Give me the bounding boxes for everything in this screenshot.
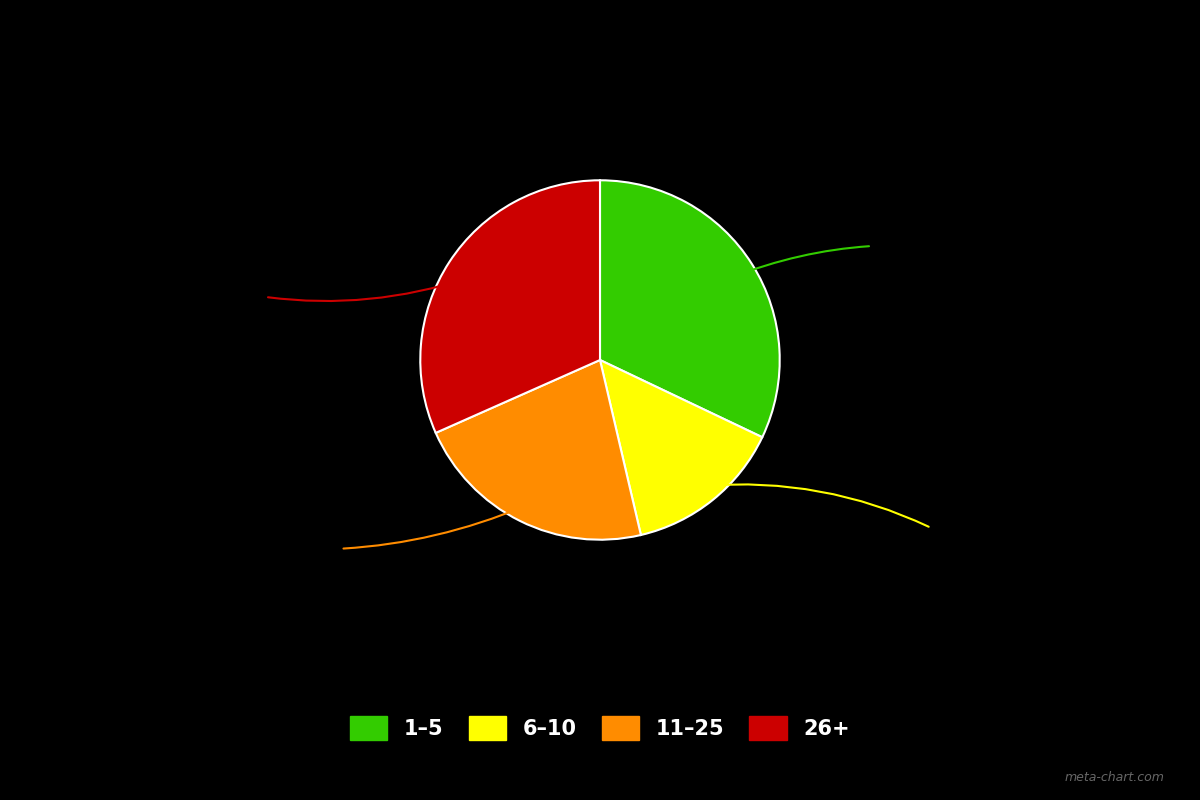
Wedge shape — [600, 180, 780, 438]
Wedge shape — [600, 360, 762, 535]
Wedge shape — [420, 180, 600, 433]
Wedge shape — [436, 360, 641, 540]
Text: meta-chart.com: meta-chart.com — [1064, 771, 1164, 784]
Text: 26+: 37 372 LOC - 31.6%: 26+: 37 372 LOC - 31.6% — [83, 276, 469, 301]
Legend: 1–5, 6–10, 11–25, 26+: 1–5, 6–10, 11–25, 26+ — [341, 708, 859, 749]
Text: 1-5: 37 874 LOC - 32.1%: 1-5: 37 874 LOC - 32.1% — [732, 246, 1115, 278]
Text: 6-10: 16859 LOC - 14.3%: 6-10: 16859 LOC - 14.3% — [704, 484, 1079, 549]
Text: 11-25: 25992 LOC - 22.0%: 11-25: 25992 LOC - 22.0% — [77, 506, 526, 549]
